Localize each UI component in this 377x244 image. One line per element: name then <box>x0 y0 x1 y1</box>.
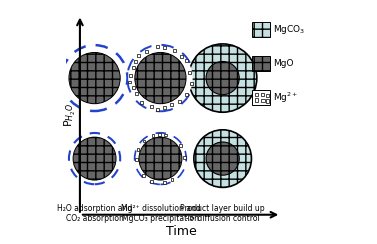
Bar <box>163 181 166 184</box>
Circle shape <box>69 52 120 104</box>
Bar <box>138 54 140 57</box>
Bar <box>163 46 166 49</box>
Bar <box>252 56 270 71</box>
Bar <box>255 93 258 96</box>
Bar <box>185 59 188 62</box>
Circle shape <box>73 137 116 180</box>
Bar <box>143 140 145 142</box>
Bar <box>173 49 176 52</box>
Bar <box>262 99 265 102</box>
Text: MgO: MgO <box>273 59 294 68</box>
Bar <box>188 71 191 74</box>
Text: Time: Time <box>166 225 196 238</box>
Bar <box>183 156 186 159</box>
Bar <box>156 45 159 48</box>
Bar <box>142 174 145 177</box>
Circle shape <box>206 142 239 175</box>
Circle shape <box>128 46 193 110</box>
Bar <box>164 134 167 136</box>
Text: Mg²⁺ dissolution and
MgCO₃ precipitation: Mg²⁺ dissolution and MgCO₃ precipitation <box>121 204 200 223</box>
Text: Product layer build up
-> diffusion control: Product layer build up -> diffusion cont… <box>180 204 265 223</box>
Bar <box>132 86 135 89</box>
Bar <box>134 60 137 62</box>
Bar <box>152 134 154 137</box>
Circle shape <box>135 52 186 104</box>
Bar <box>132 66 135 69</box>
Bar <box>185 93 188 96</box>
Bar <box>180 55 182 58</box>
Bar <box>170 103 173 106</box>
Bar <box>164 106 166 109</box>
Bar <box>150 180 153 183</box>
Bar <box>252 90 270 105</box>
Bar <box>179 144 182 147</box>
Circle shape <box>136 134 185 183</box>
Bar <box>136 148 139 151</box>
Bar <box>135 158 138 161</box>
Circle shape <box>188 44 257 112</box>
Text: H₂O adsorption and
CO₂ absorption: H₂O adsorption and CO₂ absorption <box>57 204 132 223</box>
Text: Mg$^{2+}$: Mg$^{2+}$ <box>273 90 299 105</box>
Bar <box>252 22 270 37</box>
Bar <box>156 108 159 111</box>
Circle shape <box>206 61 239 95</box>
Bar <box>150 105 153 108</box>
Bar <box>190 82 193 85</box>
Bar <box>171 178 173 181</box>
Bar <box>266 93 269 97</box>
Bar <box>140 101 143 104</box>
Bar <box>266 100 269 102</box>
Bar <box>255 98 258 102</box>
Bar <box>261 92 264 96</box>
Bar <box>129 74 132 77</box>
Circle shape <box>194 130 251 187</box>
Bar <box>146 50 148 53</box>
Circle shape <box>139 137 182 180</box>
Bar <box>158 133 161 136</box>
Bar <box>178 100 181 103</box>
Text: MgCO$_3$: MgCO$_3$ <box>273 23 306 36</box>
Text: P$_{H_2O}$: P$_{H_2O}$ <box>63 103 78 127</box>
Bar <box>135 92 138 95</box>
Bar <box>128 81 131 83</box>
